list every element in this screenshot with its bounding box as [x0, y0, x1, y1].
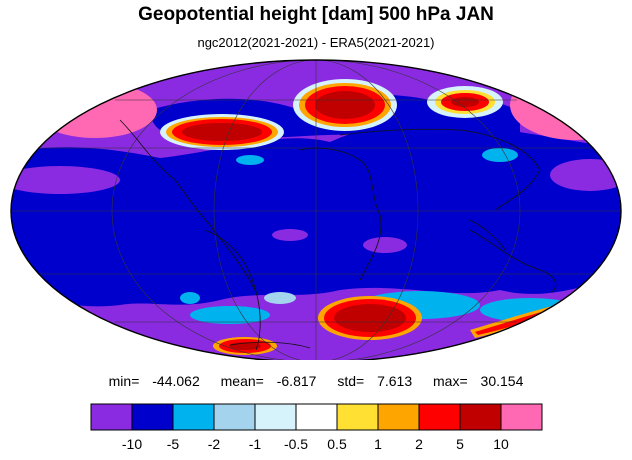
stat-std: std= 7.613: [337, 373, 413, 389]
stat-mean: mean= -6.817: [220, 373, 317, 389]
anomaly-south-atlantic: [318, 296, 422, 340]
colorbar-tick-label: 10: [493, 436, 509, 452]
colorbar-tick-label: -5: [166, 436, 180, 452]
anomaly-arctic: [293, 79, 397, 131]
colorbar-swatch: [500, 403, 543, 431]
world-map: [10, 59, 622, 360]
colorbar-swatch: [418, 403, 461, 431]
colorbar-tick-label: 2: [415, 436, 423, 452]
colorbar-swatch: [377, 403, 420, 431]
violet-patch: [363, 237, 407, 253]
map-border: [10, 59, 622, 360]
anomaly-north-atlantic: [160, 114, 284, 150]
colorbar-swatch: [131, 403, 174, 431]
colorbar-tick-label: 5: [456, 436, 464, 452]
violet-patch: [11, 166, 120, 194]
colorbar-swatch: [459, 403, 502, 431]
lightblue-patch: [264, 292, 296, 304]
colorbar-swatch: [213, 403, 256, 431]
plot-subtitle: ngc2012(2021-2021) - ERA5(2021-2021): [197, 35, 435, 50]
colorbar-tick-label: 0.5: [327, 436, 347, 452]
violet-patch: [272, 229, 308, 241]
stat-min: min= -44.062: [108, 373, 200, 389]
lightblue-patch: [190, 306, 270, 324]
colorbar-swatch: [336, 403, 379, 431]
colorbar-tick-label: -2: [207, 436, 221, 452]
statistics-line: min= -44.062 mean= -6.817 std= 7.613 max…: [0, 373, 632, 389]
colorbar-tick-label: -1: [248, 436, 262, 452]
colorbar-swatch: [295, 403, 338, 431]
lightblue-patch: [180, 292, 200, 304]
colorbar-tick-label: -0.5: [283, 436, 309, 452]
colorbar-swatch: [172, 403, 215, 431]
plot-title: Geopotential height [dam] 500 hPa JAN: [138, 4, 494, 25]
lightblue-patch: [236, 155, 264, 165]
stat-max: max= 30.154: [433, 373, 524, 389]
colorbar-tick-label: 1: [374, 436, 382, 452]
anomaly-siberia: [427, 86, 503, 118]
colorbar-tick-label: -10: [121, 436, 143, 452]
colorbar-swatch: [90, 403, 133, 431]
colorbar-swatch: [254, 403, 297, 431]
lightblue-patch: [482, 148, 518, 162]
coastlines: [119, 119, 557, 351]
